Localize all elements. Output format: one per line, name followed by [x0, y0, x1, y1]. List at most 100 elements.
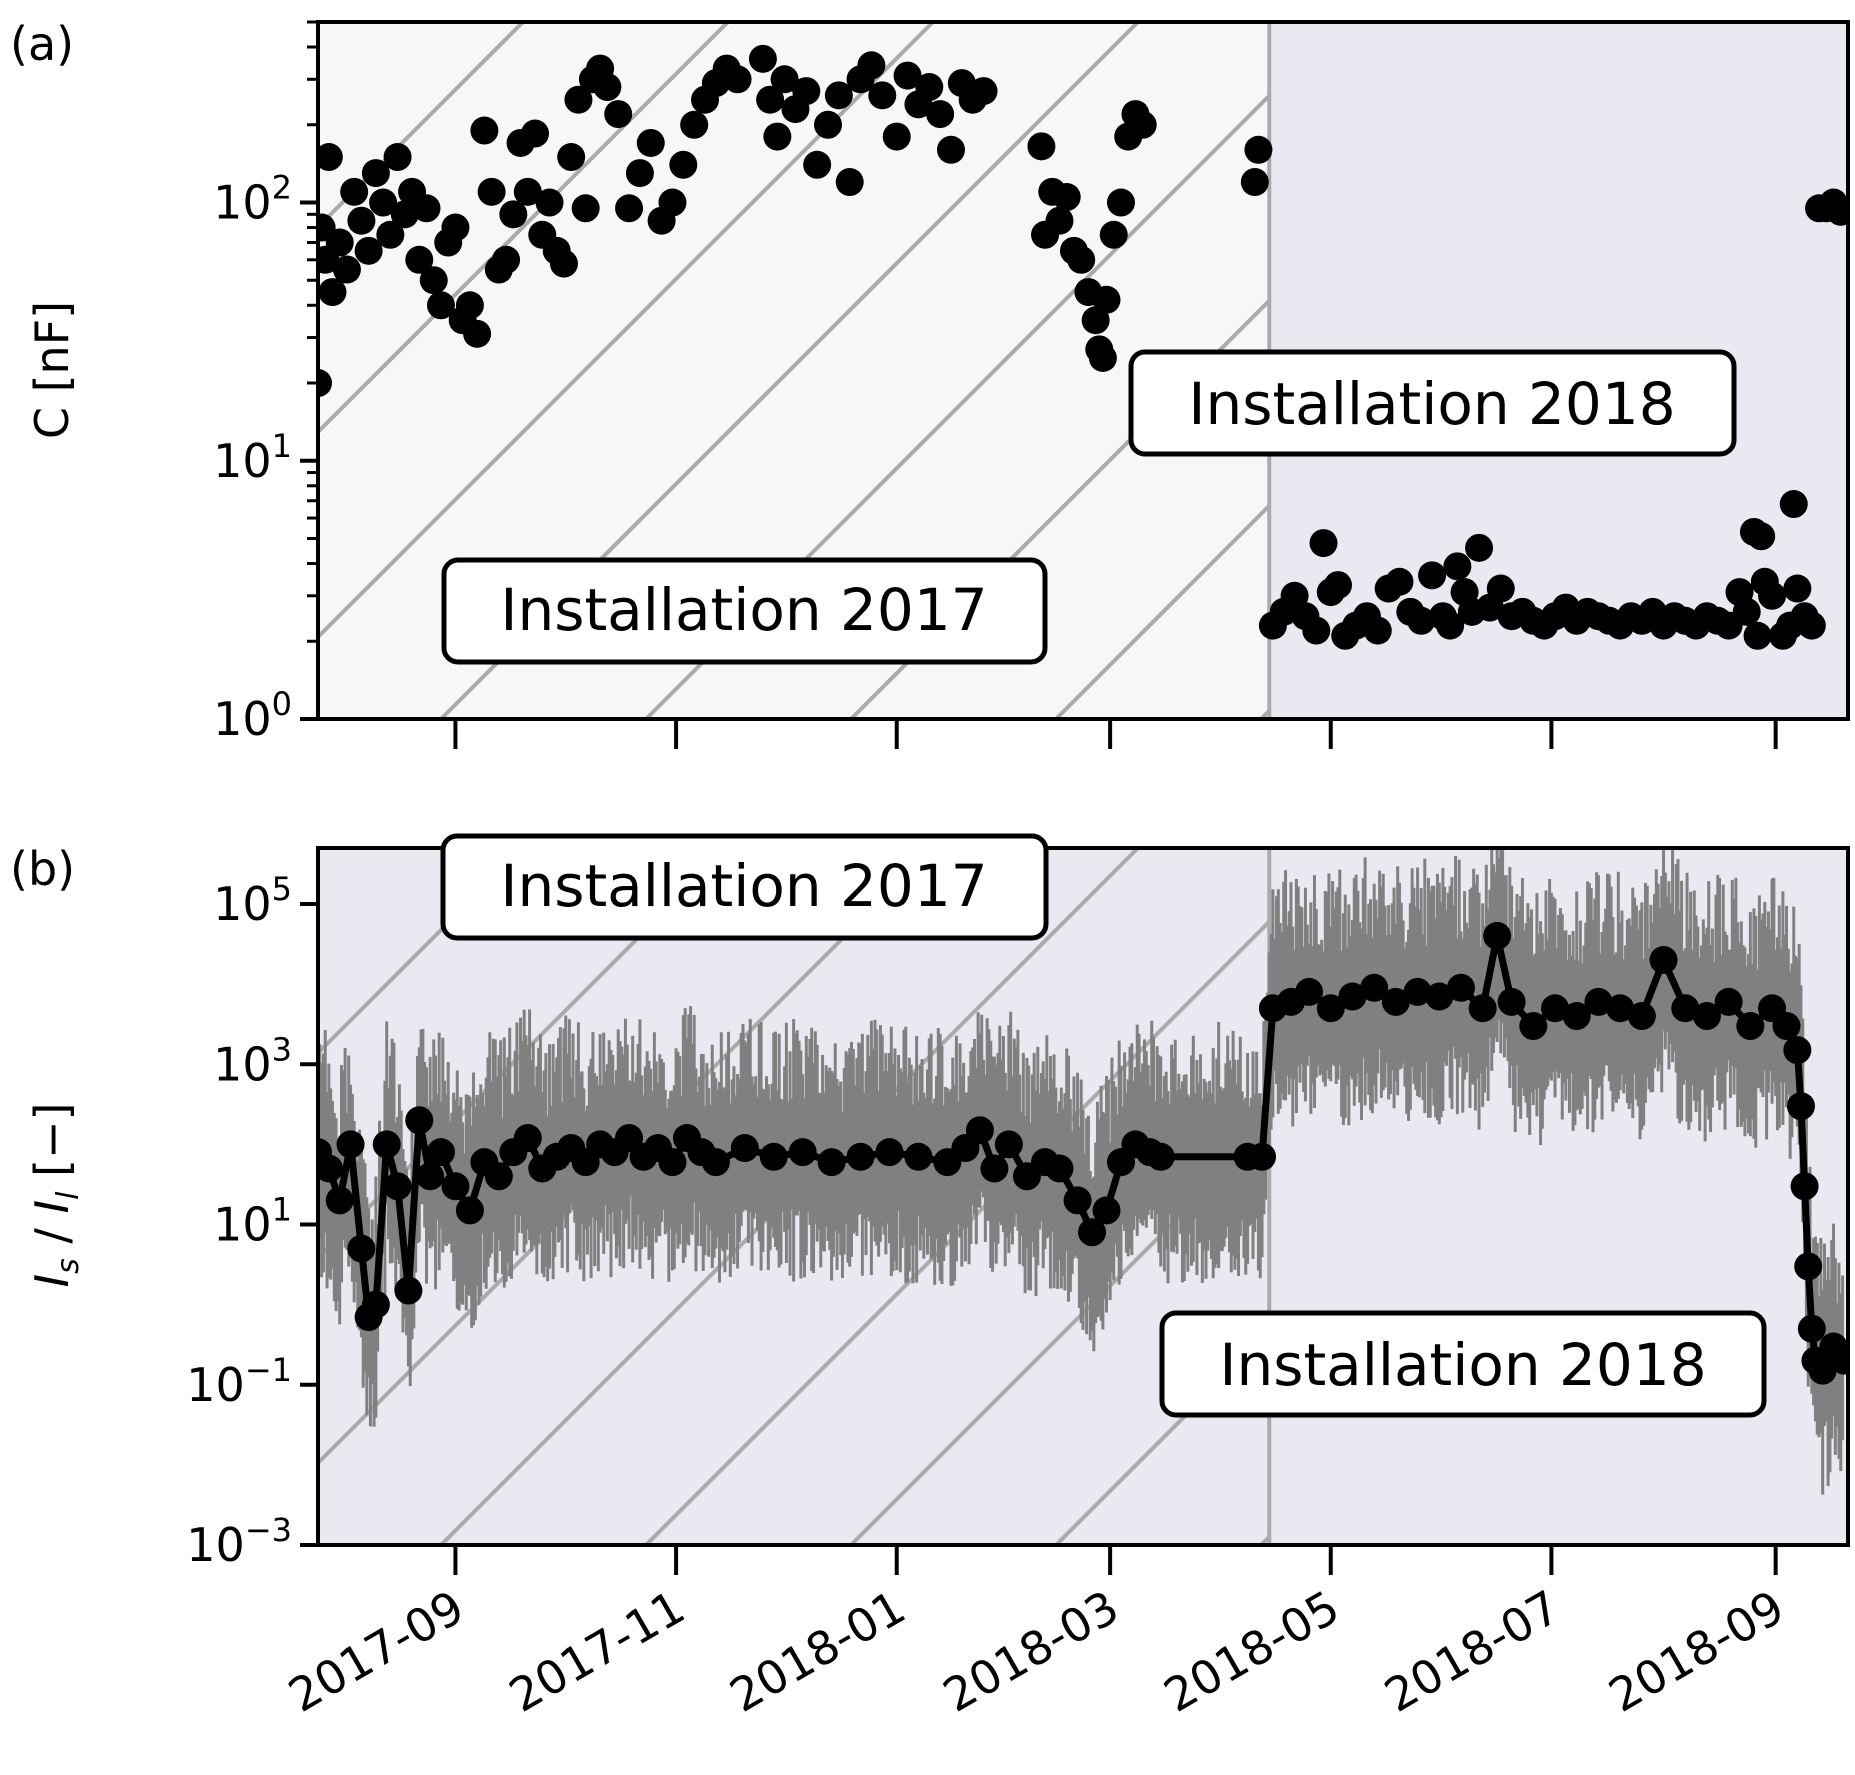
- data-point: [372, 1130, 401, 1159]
- data-point: [748, 44, 777, 73]
- data-point: [680, 110, 709, 139]
- data-point: [723, 65, 752, 94]
- data-point: [1436, 611, 1465, 640]
- data-point: [1732, 597, 1761, 626]
- data-point: [1743, 621, 1772, 650]
- data-point: [893, 61, 922, 90]
- data-point: [1562, 1002, 1591, 1031]
- y-tick-label: 10−3: [186, 1511, 292, 1572]
- data-point: [1758, 581, 1787, 610]
- y-tick-label: 103: [213, 1030, 292, 1091]
- data-point: [1714, 987, 1743, 1016]
- data-point: [658, 1148, 687, 1177]
- panel-b-plot-area: [318, 848, 1848, 1545]
- data-point: [1302, 616, 1331, 645]
- data-point: [1381, 987, 1410, 1016]
- data-point: [1541, 994, 1570, 1023]
- data-point: [383, 1172, 412, 1201]
- panel-b-data-points: [318, 921, 1848, 1385]
- data-point: [1128, 110, 1157, 139]
- data-point: [513, 177, 542, 206]
- panel-b-annotation-2018: Installation 2018: [1159, 1310, 1767, 1418]
- panel-b-annotation-2017: Installation 2017: [440, 833, 1049, 941]
- data-point: [564, 85, 593, 114]
- data-point: [390, 200, 419, 229]
- data-point: [455, 291, 484, 320]
- data-point: [875, 1138, 904, 1167]
- data-point: [318, 369, 332, 398]
- data-point: [846, 1142, 875, 1171]
- data-point: [347, 206, 376, 235]
- data-point: [604, 100, 633, 129]
- panel-b-label: (b): [10, 842, 75, 896]
- x-tick-label: 2018-09: [1600, 1580, 1793, 1723]
- data-point: [405, 245, 434, 274]
- data-point: [1106, 188, 1135, 217]
- data-point: [1407, 606, 1436, 635]
- data-point: [1483, 921, 1512, 950]
- data-point: [1385, 567, 1414, 596]
- data-point: [1324, 571, 1352, 600]
- data-point: [936, 135, 965, 164]
- data-point: [1240, 168, 1269, 197]
- data-point: [1584, 987, 1613, 1016]
- data-point: [763, 122, 792, 151]
- data-point: [557, 143, 586, 172]
- data-point: [499, 200, 528, 229]
- y-tick-label: 101: [213, 1191, 292, 1252]
- data-point: [658, 188, 687, 217]
- data-point: [1360, 973, 1389, 1002]
- data-point: [701, 1148, 730, 1177]
- data-point: [1747, 522, 1776, 551]
- data-point: [868, 81, 897, 110]
- panel-b-y-axis-label: Is / Il [−]: [25, 1103, 86, 1288]
- data-point: [615, 194, 644, 223]
- panel-b-annotation-2018-text: Installation 2018: [1219, 1331, 1706, 1399]
- data-point: [1797, 1314, 1826, 1343]
- panel-a-frame: [316, 20, 1850, 721]
- data-point: [340, 177, 369, 206]
- data-point: [1797, 611, 1826, 640]
- panel-a-y-axis-label: C [nF]: [25, 301, 79, 439]
- data-point: [318, 278, 347, 307]
- data-point: [405, 1106, 434, 1135]
- y-tick-label: 100: [213, 685, 292, 746]
- data-point: [1786, 1092, 1815, 1121]
- data-point: [824, 81, 853, 110]
- data-point: [1497, 987, 1526, 1016]
- data-point: [332, 255, 361, 284]
- data-point: [1465, 533, 1494, 562]
- data-point: [1671, 994, 1700, 1023]
- data-point: [1248, 1142, 1277, 1171]
- data-point: [1649, 946, 1678, 975]
- panel-b-y-axis: 10−3 10−1 101 103 105: [186, 870, 318, 1572]
- data-point: [492, 245, 521, 274]
- data-point: [770, 65, 799, 94]
- data-point: [788, 1138, 817, 1167]
- x-axis-tick-labels: 2017-09 2017-11 2018-01 2018-03 2018-05 2018-…: [279, 1580, 1793, 1723]
- data-point: [1045, 1154, 1074, 1183]
- hatch-line: [1054, 504, 1271, 719]
- data-point: [1468, 994, 1497, 1023]
- data-point: [1092, 285, 1121, 314]
- data-point: [1088, 343, 1117, 372]
- data-point: [376, 220, 405, 249]
- data-point: [426, 1138, 455, 1167]
- data-point: [1443, 552, 1472, 581]
- data-point: [636, 128, 665, 157]
- data-point: [412, 194, 441, 223]
- data-point: [1808, 1356, 1837, 1385]
- y-tick-label: 105: [213, 870, 292, 931]
- data-point: [347, 1234, 376, 1263]
- data-point: [416, 1162, 445, 1191]
- data-point: [1403, 977, 1432, 1006]
- data-point: [1244, 135, 1273, 164]
- data-point: [730, 1134, 759, 1163]
- data-point: [318, 143, 343, 172]
- panel-a-y-axis: 100 101 102: [213, 20, 318, 746]
- data-point: [915, 73, 944, 102]
- y-tick-label: 102: [213, 169, 292, 230]
- data-point: [1363, 616, 1392, 645]
- panel-a-capacitance: 100 101 102 (a) C [nF] Installation 2017 I…: [10, 17, 1850, 749]
- data-point: [835, 168, 864, 197]
